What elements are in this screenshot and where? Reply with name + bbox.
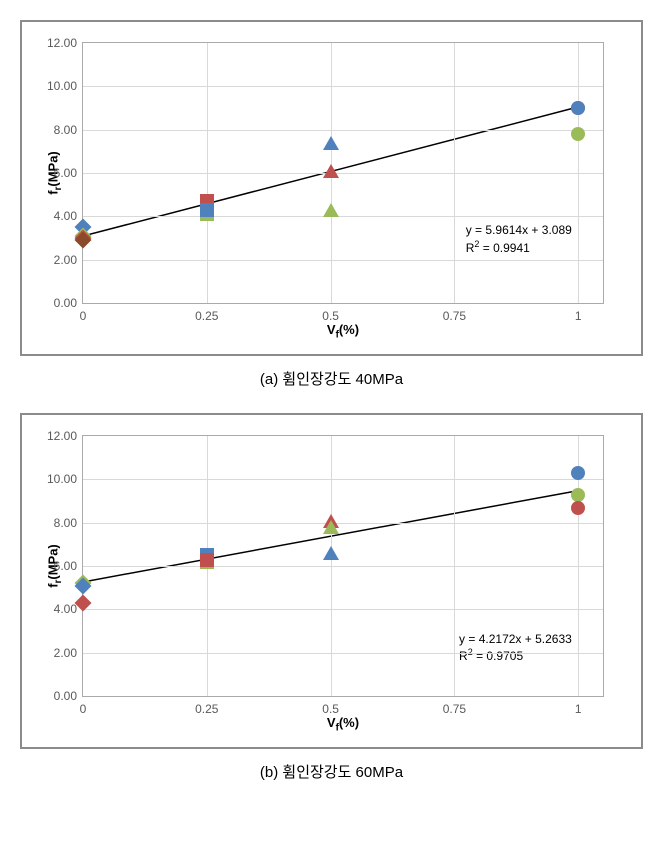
gridline-horizontal	[83, 479, 603, 480]
ytick-label: 12.00	[47, 36, 83, 50]
xtick-label: 1	[575, 303, 582, 323]
gridline-horizontal	[83, 566, 603, 567]
xtick-label: 0.5	[322, 696, 339, 716]
gridline-horizontal	[83, 130, 603, 131]
data-point	[323, 164, 339, 178]
chart-a-annotation: y = 5.9614x + 3.089R2 = 0.9941	[466, 223, 572, 256]
data-point	[200, 203, 214, 217]
gridline-horizontal	[83, 173, 603, 174]
ytick-label: 8.00	[54, 516, 83, 530]
ytick-label: 10.00	[47, 79, 83, 93]
gridline-vertical	[578, 43, 579, 303]
ytick-label: 0.00	[54, 689, 83, 703]
data-point	[571, 466, 585, 480]
xtick-label: 1	[575, 696, 582, 716]
chart-b-container: fr(MPa) Vf(%) y = 4.2172x + 5.2633R2 = 0…	[20, 413, 643, 749]
gridline-horizontal	[83, 86, 603, 87]
gridline-horizontal	[83, 523, 603, 524]
ytick-label: 8.00	[54, 123, 83, 137]
gridline-horizontal	[83, 216, 603, 217]
data-point	[323, 520, 339, 534]
xtick-label: 0.75	[443, 696, 466, 716]
chart-b-xlabel: Vf(%)	[327, 715, 359, 734]
data-point	[571, 488, 585, 502]
xtick-label: 0	[80, 696, 87, 716]
xtick-label: 0.75	[443, 303, 466, 323]
gridline-horizontal	[83, 609, 603, 610]
gridline-horizontal	[83, 260, 603, 261]
ytick-label: 10.00	[47, 472, 83, 486]
chart-a-caption: (a) 휨인장강도 40MPa	[20, 368, 643, 389]
gridline-vertical	[454, 436, 455, 696]
data-point	[200, 553, 214, 567]
ytick-label: 6.00	[54, 166, 83, 180]
data-point	[323, 546, 339, 560]
ytick-label: 2.00	[54, 253, 83, 267]
xtick-label: 0.5	[322, 303, 339, 323]
data-point	[323, 203, 339, 217]
xtick-label: 0.25	[195, 303, 218, 323]
chart-b-annotation: y = 4.2172x + 5.2633R2 = 0.9705	[459, 632, 572, 665]
chart-b-plot: fr(MPa) Vf(%) y = 4.2172x + 5.2633R2 = 0…	[82, 435, 604, 697]
gridline-horizontal	[83, 653, 603, 654]
data-point	[323, 136, 339, 150]
gridline-vertical	[454, 43, 455, 303]
data-point	[571, 127, 585, 141]
data-point	[571, 101, 585, 115]
chart-a-plot: fr(MPa) Vf(%) y = 5.9614x + 3.089R2 = 0.…	[82, 42, 604, 304]
xtick-label: 0.25	[195, 696, 218, 716]
data-point	[571, 501, 585, 515]
ytick-label: 2.00	[54, 646, 83, 660]
gridline-vertical	[207, 43, 208, 303]
chart-b-caption: (b) 휨인장강도 60MPa	[20, 761, 643, 782]
chart-a-container: fr(MPa) Vf(%) y = 5.9614x + 3.089R2 = 0.…	[20, 20, 643, 356]
ytick-label: 0.00	[54, 296, 83, 310]
gridline-vertical	[331, 436, 332, 696]
ytick-label: 12.00	[47, 429, 83, 443]
ytick-label: 6.00	[54, 559, 83, 573]
xtick-label: 0	[80, 303, 87, 323]
chart-a-xlabel: Vf(%)	[327, 322, 359, 341]
